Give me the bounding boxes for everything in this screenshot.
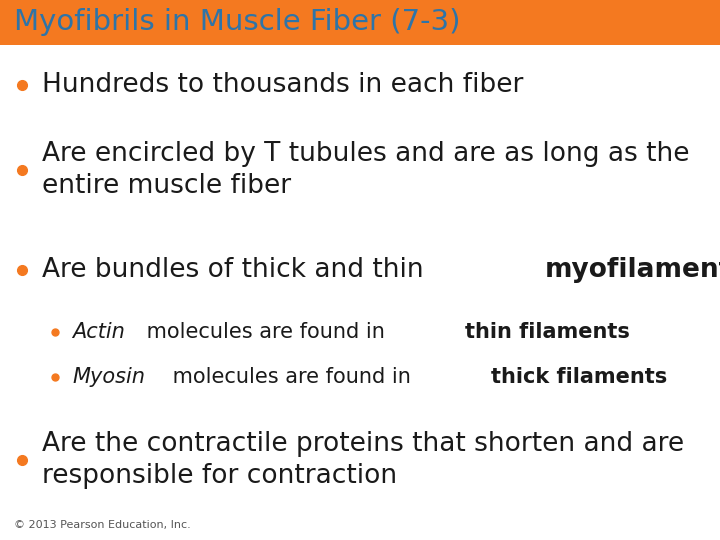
- Text: Are encircled by T tubules and are as long as the
entire muscle fiber: Are encircled by T tubules and are as lo…: [42, 141, 690, 199]
- Text: Are the contractile proteins that shorten and are
responsible for contraction: Are the contractile proteins that shorte…: [42, 431, 684, 489]
- Text: molecules are found in: molecules are found in: [140, 322, 392, 342]
- Text: thin filaments: thin filaments: [464, 322, 629, 342]
- Text: © 2013 Pearson Education, Inc.: © 2013 Pearson Education, Inc.: [14, 520, 191, 530]
- Text: Myofibrils in Muscle Fiber (7-3): Myofibrils in Muscle Fiber (7-3): [14, 9, 461, 37]
- Text: Actin: Actin: [72, 322, 125, 342]
- Text: Hundreds to thousands in each fiber: Hundreds to thousands in each fiber: [42, 72, 523, 98]
- Text: Myosin: Myosin: [72, 367, 145, 387]
- Text: molecules are found in: molecules are found in: [166, 367, 418, 387]
- Bar: [0, 0, 720, 45]
- Text: myofilaments: myofilaments: [545, 257, 720, 283]
- Text: thick filaments: thick filaments: [491, 367, 667, 387]
- Text: Are bundles of thick and thin: Are bundles of thick and thin: [42, 257, 432, 283]
